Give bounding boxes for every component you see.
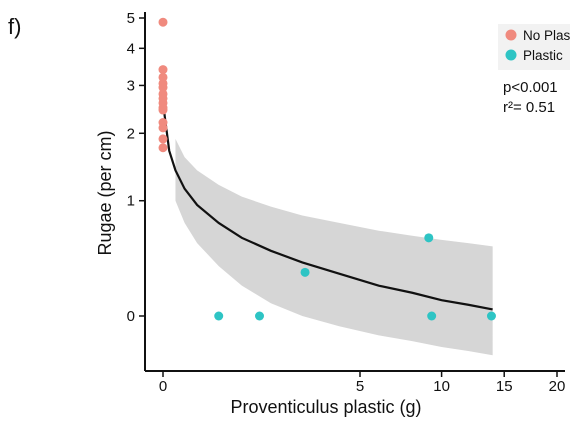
legend-marker-no-plastic: [505, 29, 517, 41]
legend-label-no-plastic: No Plastic: [523, 28, 570, 43]
x-tick-label: 10: [433, 378, 450, 395]
fit-line: [161, 102, 493, 311]
y-tick-label: 4: [127, 40, 135, 57]
point-no-plastic: [158, 123, 168, 133]
point-no-plastic: [158, 105, 168, 115]
p-value-label: p<0.001: [503, 79, 558, 96]
confidence-band: [175, 138, 493, 356]
point-no-plastic: [158, 143, 168, 153]
legend-label-plastic: Plastic: [523, 48, 563, 63]
point-plastic: [214, 311, 224, 321]
point-no-plastic: [158, 65, 168, 75]
y-tick-label: 2: [127, 125, 135, 142]
point-plastic: [427, 311, 437, 321]
y-tick-label: 1: [127, 193, 135, 210]
point-plastic: [424, 233, 434, 243]
y-tick-label: 3: [127, 77, 135, 94]
point-no-plastic: [158, 83, 168, 93]
r2-label: r²= 0.51: [503, 99, 555, 116]
x-tick-label: 15: [496, 378, 513, 395]
y-tick-label: 5: [127, 10, 135, 27]
stats-annotation: p<0.001 r²= 0.51: [503, 79, 558, 116]
point-plastic: [255, 311, 265, 321]
point-no-plastic: [158, 134, 168, 144]
panel-label: f): [8, 14, 21, 39]
legend: No Plastic Plastic: [498, 24, 570, 70]
x-axis-label: Proventiculus plastic (g): [230, 397, 421, 417]
y-tick-label: 0: [127, 308, 135, 325]
point-plastic: [300, 267, 310, 277]
legend-marker-plastic: [505, 49, 517, 61]
y-axis-label: Rugae (per cm): [95, 130, 115, 255]
x-tick-label: 0: [159, 378, 167, 395]
point-no-plastic: [158, 17, 168, 27]
x-tick-label: 5: [356, 378, 364, 395]
point-plastic: [486, 311, 496, 321]
x-tick-label: 20: [549, 378, 566, 395]
